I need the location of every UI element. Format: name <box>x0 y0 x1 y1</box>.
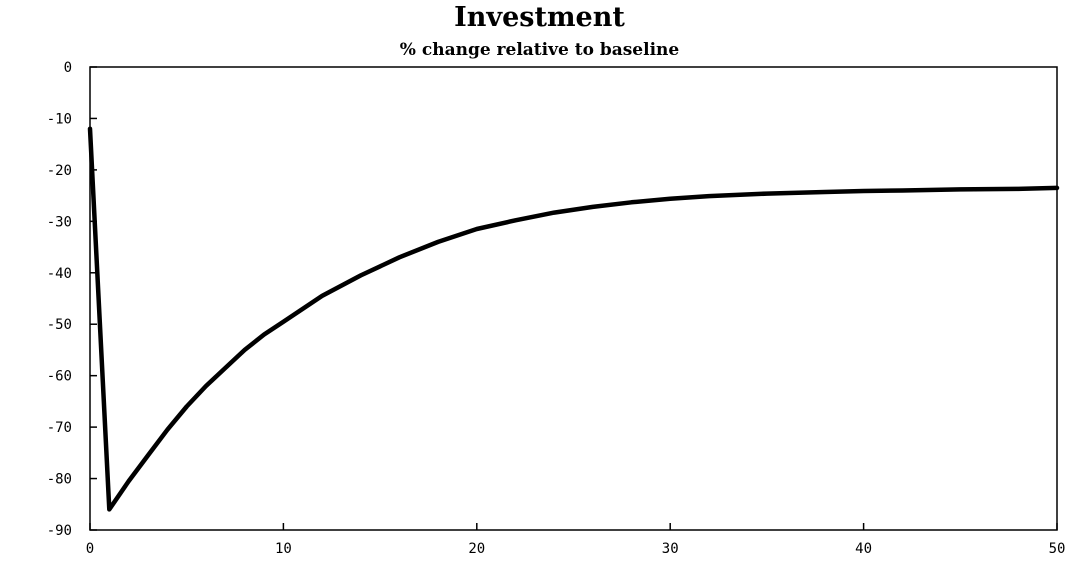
x-tick-label: 10 <box>275 541 292 557</box>
investment-series-line <box>87 126 1060 512</box>
x-tick-label: 50 <box>1049 541 1066 557</box>
x-tick-label: 40 <box>855 541 872 557</box>
y-tick-label: -70 <box>47 420 72 436</box>
y-tick-label: -40 <box>47 266 72 282</box>
y-tick-label: -60 <box>47 369 72 385</box>
y-tick-label: -30 <box>47 214 72 230</box>
y-tick-label: -20 <box>47 163 72 179</box>
y-tick-label: -80 <box>47 472 72 488</box>
y-tick-label: -50 <box>47 317 72 333</box>
y-tick-label: -10 <box>47 111 72 127</box>
x-axis: 0 10 20 30 40 50 <box>86 523 1066 557</box>
x-tick-label: 20 <box>468 541 485 557</box>
x-tick-label: 0 <box>86 541 94 557</box>
chart-title: Investment <box>454 2 625 33</box>
chart-subtitle: % change relative to baseline <box>399 40 680 60</box>
plot-frame <box>89 66 1058 531</box>
y-tick-label: 0 <box>64 60 72 76</box>
y-axis: 0 -10 -20 -30 -40 -50 -60 -70 -80 -90 <box>47 60 97 539</box>
y-tick-label: -90 <box>47 523 72 539</box>
x-tick-label: 30 <box>662 541 679 557</box>
